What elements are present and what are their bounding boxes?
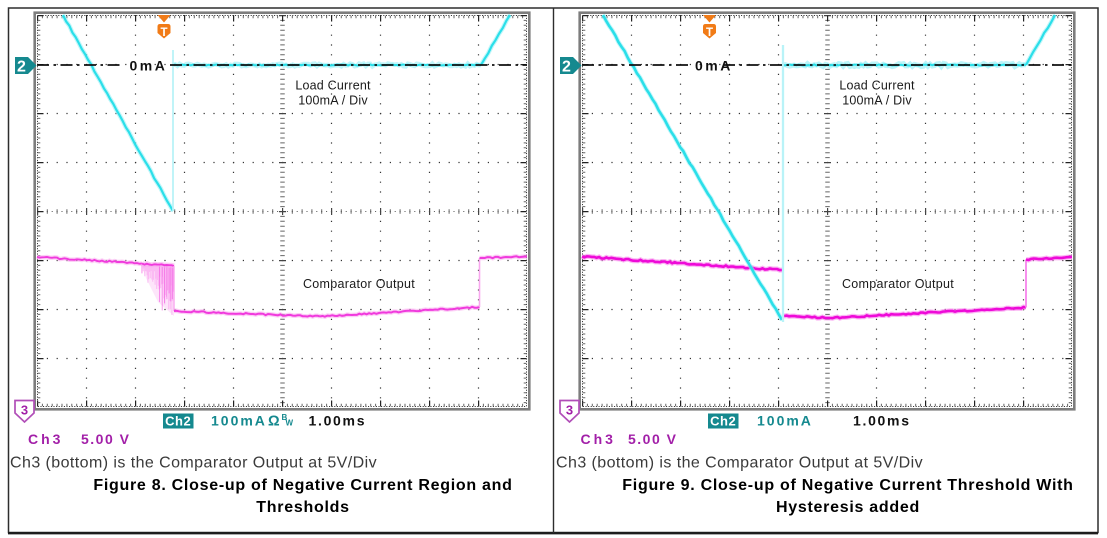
svg-text:0mA: 0mA	[695, 58, 733, 74]
svg-text:T: T	[706, 27, 713, 39]
svg-text:W: W	[286, 419, 294, 428]
svg-text:Comparator Output: Comparator Output	[303, 277, 415, 291]
svg-text:3: 3	[566, 403, 573, 418]
svg-text:100mA: 100mA	[757, 413, 813, 429]
svg-text:Load Current: Load Current	[295, 79, 371, 93]
svg-text:2: 2	[562, 59, 571, 76]
svg-text:Hysteresis added: Hysteresis added	[776, 499, 920, 516]
svg-text:1.00ms: 1.00ms	[853, 413, 911, 429]
svg-text:5.00 V: 5.00 V	[81, 431, 130, 447]
svg-text:Ω: Ω	[268, 414, 280, 430]
svg-text:Figure 9. Close-up of Negative: Figure 9. Close-up of Negative Current T…	[622, 477, 1073, 494]
svg-text:100mA / Div: 100mA / Div	[842, 94, 912, 108]
svg-text:T: T	[160, 27, 167, 39]
svg-text:Thresholds: Thresholds	[256, 499, 349, 516]
svg-text:3: 3	[21, 403, 28, 418]
svg-text:Ch2: Ch2	[710, 414, 736, 429]
svg-text:1.00ms: 1.00ms	[309, 413, 367, 429]
svg-text:Figure 8. Close-up of Negative: Figure 8. Close-up of Negative Current R…	[93, 477, 512, 494]
svg-text:B: B	[282, 413, 288, 422]
svg-text:Ch3 (bottom) is the Comparator: Ch3 (bottom) is the Comparator Output at…	[10, 455, 377, 472]
svg-text:Ch3 (bottom) is the Comparator: Ch3 (bottom) is the Comparator Output at…	[556, 455, 923, 472]
svg-text:0mA: 0mA	[130, 58, 168, 74]
svg-text:Load Current: Load Current	[839, 79, 915, 93]
svg-text:Ch2: Ch2	[165, 414, 191, 429]
svg-text:100mA / Div: 100mA / Div	[298, 94, 368, 108]
svg-text:Ch3: Ch3	[581, 431, 616, 447]
svg-text:Comparator Output: Comparator Output	[842, 277, 954, 291]
svg-text:100mA: 100mA	[211, 413, 267, 429]
svg-text:5.00 V: 5.00 V	[628, 431, 677, 447]
svg-text:2: 2	[17, 59, 26, 76]
svg-text:Ch3: Ch3	[28, 431, 63, 447]
